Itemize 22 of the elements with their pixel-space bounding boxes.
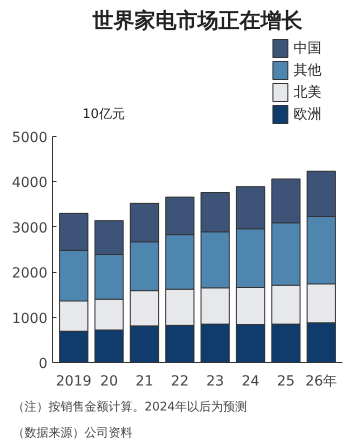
x-tick-label: 21	[136, 374, 154, 390]
x-tick-label: 20	[100, 374, 118, 390]
y-tick-label: 4000	[12, 175, 48, 192]
x-tick-label: 26年	[305, 374, 338, 390]
y-axis-title: 10亿元	[82, 107, 125, 122]
x-tick-label: 25	[277, 374, 295, 390]
y-tick-label: 5000	[12, 130, 48, 146]
legend-label: 北美	[294, 84, 322, 100]
legend-label: 其他	[294, 62, 322, 78]
text: （数据来源）公司资料	[12, 426, 132, 440]
legend-label: 中国	[294, 40, 322, 56]
x-tick-label: 2019	[56, 374, 92, 390]
y-tick-label: 0	[38, 356, 48, 372]
y-tick-label: 3000	[12, 220, 48, 236]
y-tick-label: 1000	[12, 310, 48, 327]
text: （注）按销售金额计算。2024年以后为预测	[12, 400, 248, 414]
x-tick-label: 22	[170, 374, 189, 390]
legend-label: 欧洲	[294, 106, 322, 122]
y-tick-label: 2000	[12, 266, 48, 282]
chart-title: 世界家电市场正在增长	[92, 8, 304, 32]
x-tick-label: 24	[242, 374, 260, 390]
x-tick-label: 23	[206, 374, 224, 390]
